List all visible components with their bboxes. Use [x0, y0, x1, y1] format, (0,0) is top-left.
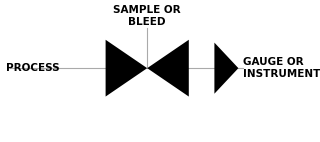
Polygon shape	[106, 40, 147, 97]
Text: PROCESS: PROCESS	[6, 63, 60, 73]
Text: SAMPLE OR
BLEED: SAMPLE OR BLEED	[113, 5, 181, 27]
Polygon shape	[147, 40, 189, 97]
Polygon shape	[214, 43, 238, 94]
Text: GAUGE OR
INSTRUMENT: GAUGE OR INSTRUMENT	[243, 57, 320, 79]
